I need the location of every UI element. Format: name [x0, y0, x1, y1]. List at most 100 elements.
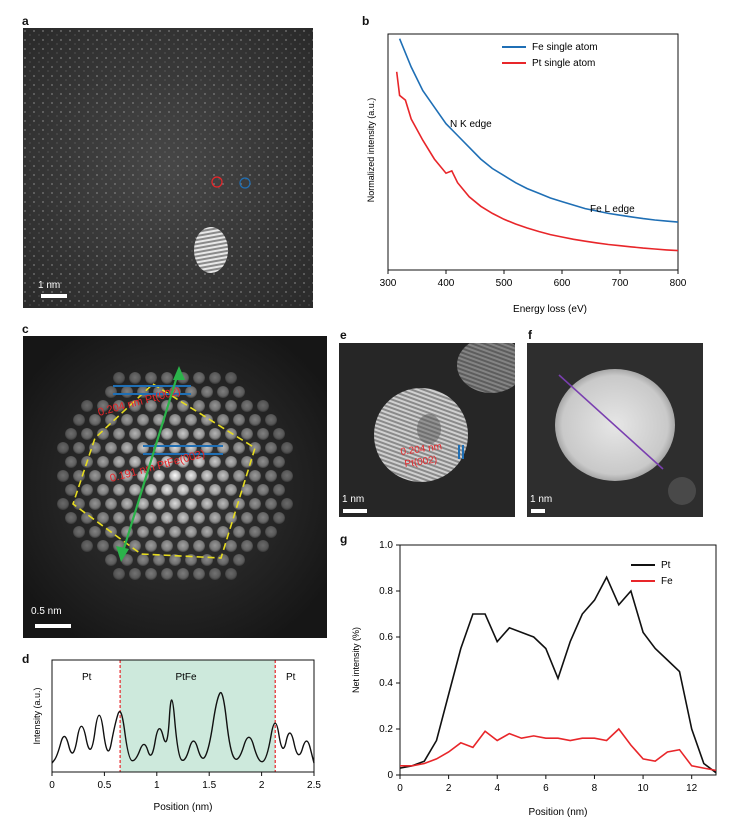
atom-column: [145, 400, 157, 412]
panel-letter-d: d: [22, 652, 30, 666]
atom-column: [201, 526, 213, 538]
region-label-pt-right: Pt: [286, 672, 296, 683]
atom-column: [153, 498, 165, 510]
nanoparticle-a: [194, 227, 228, 273]
atom-column: [249, 470, 261, 482]
scalebar-c: [35, 624, 71, 628]
scalebar-f-label: 1 nm: [530, 494, 553, 505]
atom-column: [185, 386, 197, 398]
legend-fe-label-g: Fe: [661, 576, 673, 587]
chart-g-frame: [399, 544, 717, 776]
atom-column: [97, 512, 109, 524]
atom-column: [73, 498, 85, 510]
atom-column: [105, 554, 117, 566]
chart-g-xtick-label: 8: [592, 783, 598, 794]
atom-column: [185, 498, 197, 510]
atom-column: [97, 540, 109, 552]
atom-column: [209, 512, 221, 524]
atom-column: [65, 428, 77, 440]
atom-column: [177, 568, 189, 580]
atom-column: [225, 484, 237, 496]
chart-b-frame: [387, 33, 679, 271]
atom-column: [57, 498, 69, 510]
atom-column: [113, 456, 125, 468]
atom-column: [185, 526, 197, 538]
series-pt: [399, 575, 717, 774]
atom-column: [105, 498, 117, 510]
atom-column: [145, 512, 157, 524]
fe-atom-marker: [239, 177, 251, 189]
atom-column: [249, 526, 261, 538]
atom-column: [265, 442, 277, 454]
annotation-n-k-edge: N K edge: [450, 119, 492, 130]
atom-column: [169, 470, 181, 482]
scalebar-c-label: 0.5 nm: [31, 606, 62, 617]
atom-column: [81, 428, 93, 440]
atom-column: [257, 484, 269, 496]
chart-g-xtick-label: 2: [446, 783, 452, 794]
atom-column: [161, 540, 173, 552]
atom-column: [137, 526, 149, 538]
lattice-label-e-2: Pt(002): [404, 455, 438, 470]
scalebar-e: [343, 509, 367, 513]
atom-column: [241, 484, 253, 496]
atom-column: [257, 456, 269, 468]
stem-image-c: 0.204 nm Pt(002) 0.191 nm PtFe(002) 0.5 …: [23, 336, 327, 638]
stem-image-f: 1 nm: [527, 343, 703, 517]
atom-column: [73, 442, 85, 454]
chart-g-xlabel: Position (nm): [529, 807, 588, 818]
chart-d-xtick-label: 1.5: [202, 780, 216, 791]
atom-column: [193, 484, 205, 496]
atom-column: [161, 512, 173, 524]
atom-column: [249, 442, 261, 454]
atom-column: [169, 526, 181, 538]
chart-g-ylabel: Net intensity (%): [351, 627, 361, 693]
atom-column: [129, 456, 141, 468]
atom-column: [169, 442, 181, 454]
atom-column: [169, 498, 181, 510]
chart-d-xtick-label: 1: [154, 780, 160, 791]
atom-column: [193, 540, 205, 552]
atom-column: [201, 498, 213, 510]
chart-g-xtick-label: 10: [638, 783, 650, 794]
atom-column: [201, 554, 213, 566]
atom-column: [121, 470, 133, 482]
chart-g-ytick-label: 0.8: [379, 586, 393, 597]
atom-column: [281, 470, 293, 482]
atom-column: [81, 484, 93, 496]
atom-column: [233, 498, 245, 510]
atom-column: [225, 372, 237, 384]
atom-column: [209, 372, 221, 384]
chart-d: 0 0.5 1 1.5 2 2.5 Pt PtFe Pt Position (nm) In…: [32, 659, 321, 813]
atom-column: [241, 400, 253, 412]
atom-column: [233, 386, 245, 398]
atom-column: [145, 540, 157, 552]
panel-letter-g: g: [340, 532, 348, 546]
atom-column: [177, 456, 189, 468]
atom-column: [209, 428, 221, 440]
chart-b-ylabel: Normalized intensity (a.u.): [366, 98, 376, 203]
atom-column: [249, 498, 261, 510]
atom-column: [225, 540, 237, 552]
chart-g-ytick-label: 1.0: [379, 540, 393, 551]
chart-d-ylabel: Intensity (a.u.): [32, 687, 42, 744]
atom-column: [217, 498, 229, 510]
atom-column: [145, 484, 157, 496]
atom-column: [113, 372, 125, 384]
atom-column: [113, 484, 125, 496]
atom-column: [233, 554, 245, 566]
atom-column: [265, 498, 277, 510]
panel-letter-b: b: [362, 14, 370, 28]
chart-g: 0 2 4 6 8 10 12 0 0.2 0.4 0.6 0.8 1.0 Pt Fe Position…: [351, 540, 717, 818]
chart-b-xtick-label: 800: [670, 278, 687, 289]
series-fe: [400, 727, 717, 772]
atom-column: [161, 568, 173, 580]
atom-column: [209, 400, 221, 412]
atom-column: [169, 554, 181, 566]
atom-column: [217, 386, 229, 398]
atom-column: [129, 428, 141, 440]
atom-column: [65, 512, 77, 524]
atom-column: [161, 456, 173, 468]
atom-column: [201, 386, 213, 398]
series-intensity: [51, 691, 315, 764]
